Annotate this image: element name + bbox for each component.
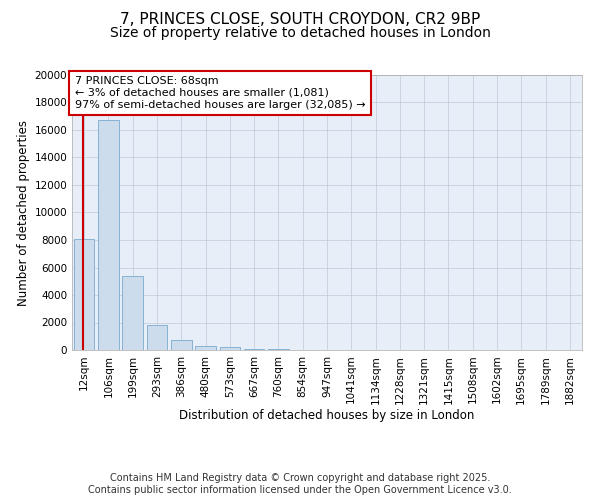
Text: 7 PRINCES CLOSE: 68sqm
← 3% of detached houses are smaller (1,081)
97% of semi-d: 7 PRINCES CLOSE: 68sqm ← 3% of detached … — [74, 76, 365, 110]
Text: Size of property relative to detached houses in London: Size of property relative to detached ho… — [110, 26, 490, 40]
Bar — [146, 324, 167, 350]
Bar — [122, 276, 143, 350]
Bar — [74, 238, 94, 350]
Text: 7, PRINCES CLOSE, SOUTH CROYDON, CR2 9BP: 7, PRINCES CLOSE, SOUTH CROYDON, CR2 9BP — [120, 12, 480, 28]
Y-axis label: Number of detached properties: Number of detached properties — [17, 120, 30, 306]
Bar — [171, 340, 191, 350]
Bar — [244, 348, 265, 350]
Text: Contains HM Land Registry data © Crown copyright and database right 2025.
Contai: Contains HM Land Registry data © Crown c… — [88, 474, 512, 495]
Bar — [195, 346, 216, 350]
Bar — [220, 347, 240, 350]
X-axis label: Distribution of detached houses by size in London: Distribution of detached houses by size … — [179, 409, 475, 422]
Bar — [98, 120, 119, 350]
